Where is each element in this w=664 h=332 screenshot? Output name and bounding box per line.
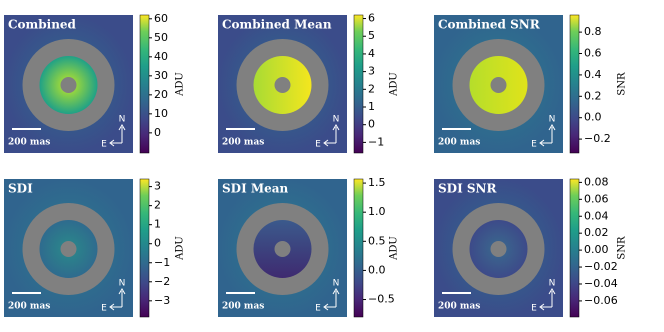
colorbar <box>139 178 150 318</box>
colorbar-label: ADU <box>175 72 186 97</box>
scale-bar-label: 200 mas <box>8 138 50 148</box>
colorbar-tick-label: 0.00 <box>584 243 609 256</box>
colorbar-tick-label: −2 <box>154 275 170 288</box>
center-mask <box>490 77 507 93</box>
panel-title: SDI Mean <box>222 182 289 196</box>
compass-n-head <box>332 124 340 131</box>
colorbar-tick-label: 1.0 <box>368 205 386 218</box>
colorbar-tick-label: 0.4 <box>584 68 602 81</box>
compass-e-label: E <box>315 304 321 314</box>
colorbar-tick-label: −0.06 <box>584 294 618 307</box>
panel-title: SDI <box>8 182 33 196</box>
panel-title: Combined <box>8 18 77 32</box>
colorbar-label: ADU <box>175 236 186 261</box>
colorbar-tick-label: −1 <box>368 135 384 148</box>
colorbar-tick-label: 1 <box>154 218 161 231</box>
compass-e-label: E <box>531 304 537 314</box>
colorbar-tick-label: 0.2 <box>584 89 602 102</box>
compass-e-head <box>323 139 329 147</box>
colorbar-tick-label: −0.04 <box>584 277 618 290</box>
panel-title: SDI SNR <box>438 182 497 196</box>
colorbar-tick-label: 10 <box>154 107 168 120</box>
colorbar-tick-label: 3 <box>368 65 375 78</box>
colorbar-tick-label: 0.6 <box>584 47 602 60</box>
colorbar-tick-label: 3 <box>154 180 161 193</box>
center-mask <box>490 241 507 257</box>
compass-e-head <box>539 139 545 147</box>
compass-e-label: E <box>101 304 107 314</box>
colorbar <box>139 14 150 154</box>
colorbar-tick-label: 60 <box>154 12 168 25</box>
colorbar-tick-label: 30 <box>154 69 168 82</box>
colorbar-tick-label: 2 <box>154 199 161 212</box>
colorbar-tick-label: 0.0 <box>368 263 386 276</box>
colorbar <box>353 178 364 318</box>
colorbar-tick-label: 1 <box>368 100 375 113</box>
compass-n-label: N <box>119 279 126 289</box>
compass-n-label: N <box>333 115 340 125</box>
compass-e-label: E <box>531 140 537 150</box>
center-mask <box>274 77 291 93</box>
colorbar-tick-label: −1 <box>154 256 170 269</box>
colorbar-tick-label: 0 <box>154 237 161 250</box>
colorbar-label: ADU <box>389 72 400 97</box>
colorbar-tick-label: 50 <box>154 31 168 44</box>
compass-e-label: E <box>101 140 107 150</box>
colorbar-tick-label: −0.5 <box>368 293 395 306</box>
colorbar-label: SNR <box>617 72 628 96</box>
center-mask <box>60 77 77 93</box>
compass-n-head <box>332 288 340 295</box>
colorbar-label: ADU <box>389 236 400 261</box>
colorbar-tick-label: 0.0 <box>584 111 602 124</box>
compass-e-head <box>323 303 329 311</box>
compass-n-head <box>548 124 556 131</box>
colorbar-tick-label: 5 <box>368 29 375 42</box>
compass-n-label: N <box>549 279 556 289</box>
scale-bar-label: 200 mas <box>222 302 264 312</box>
compass-e-head <box>109 303 115 311</box>
colorbar-tick-label: −3 <box>154 294 170 307</box>
compass-n-label: N <box>333 279 340 289</box>
colorbar-tick-label: 20 <box>154 88 168 101</box>
scale-bar-label: 200 mas <box>222 138 264 148</box>
colorbar-tick-label: 40 <box>154 50 168 63</box>
colorbar-tick-label: 6 <box>368 12 375 25</box>
colorbar-tick-label: 0 <box>154 126 161 139</box>
colorbar <box>569 178 580 318</box>
colorbar-tick-label: 0 <box>368 118 375 131</box>
colorbar <box>353 14 364 154</box>
compass-e-head <box>539 303 545 311</box>
panel-title: Combined Mean <box>222 18 332 32</box>
colorbar-tick-label: 0.8 <box>584 25 602 38</box>
compass-n-head <box>118 288 126 295</box>
colorbar-tick-label: 2 <box>368 82 375 95</box>
compass-e-head <box>109 139 115 147</box>
compass-n-head <box>548 288 556 295</box>
colorbar <box>569 14 580 154</box>
colorbar-tick-label: 0.02 <box>584 226 609 239</box>
scale-bar-label: 200 mas <box>8 302 50 312</box>
colorbar-tick-label: 0.04 <box>584 209 609 222</box>
colorbar-label: SNR <box>617 236 628 260</box>
compass-e-label: E <box>315 140 321 150</box>
panel-title: Combined SNR <box>438 18 541 32</box>
center-mask <box>274 241 291 257</box>
colorbar-tick-label: −0.2 <box>584 132 611 145</box>
colorbar-tick-label: 1.5 <box>368 176 386 189</box>
compass-n-label: N <box>549 115 556 125</box>
colorbar-tick-label: −0.02 <box>584 260 618 273</box>
scale-bar-label: 200 mas <box>438 302 480 312</box>
scale-bar-label: 200 mas <box>438 138 480 148</box>
colorbar-tick-label: 0.5 <box>368 234 386 247</box>
compass-n-label: N <box>119 115 126 125</box>
colorbar-tick-label: 0.06 <box>584 192 609 205</box>
colorbar-tick-label: 0.08 <box>584 175 609 188</box>
compass-n-head <box>118 124 126 131</box>
colorbar-tick-label: 4 <box>368 47 375 60</box>
center-mask <box>60 241 77 257</box>
